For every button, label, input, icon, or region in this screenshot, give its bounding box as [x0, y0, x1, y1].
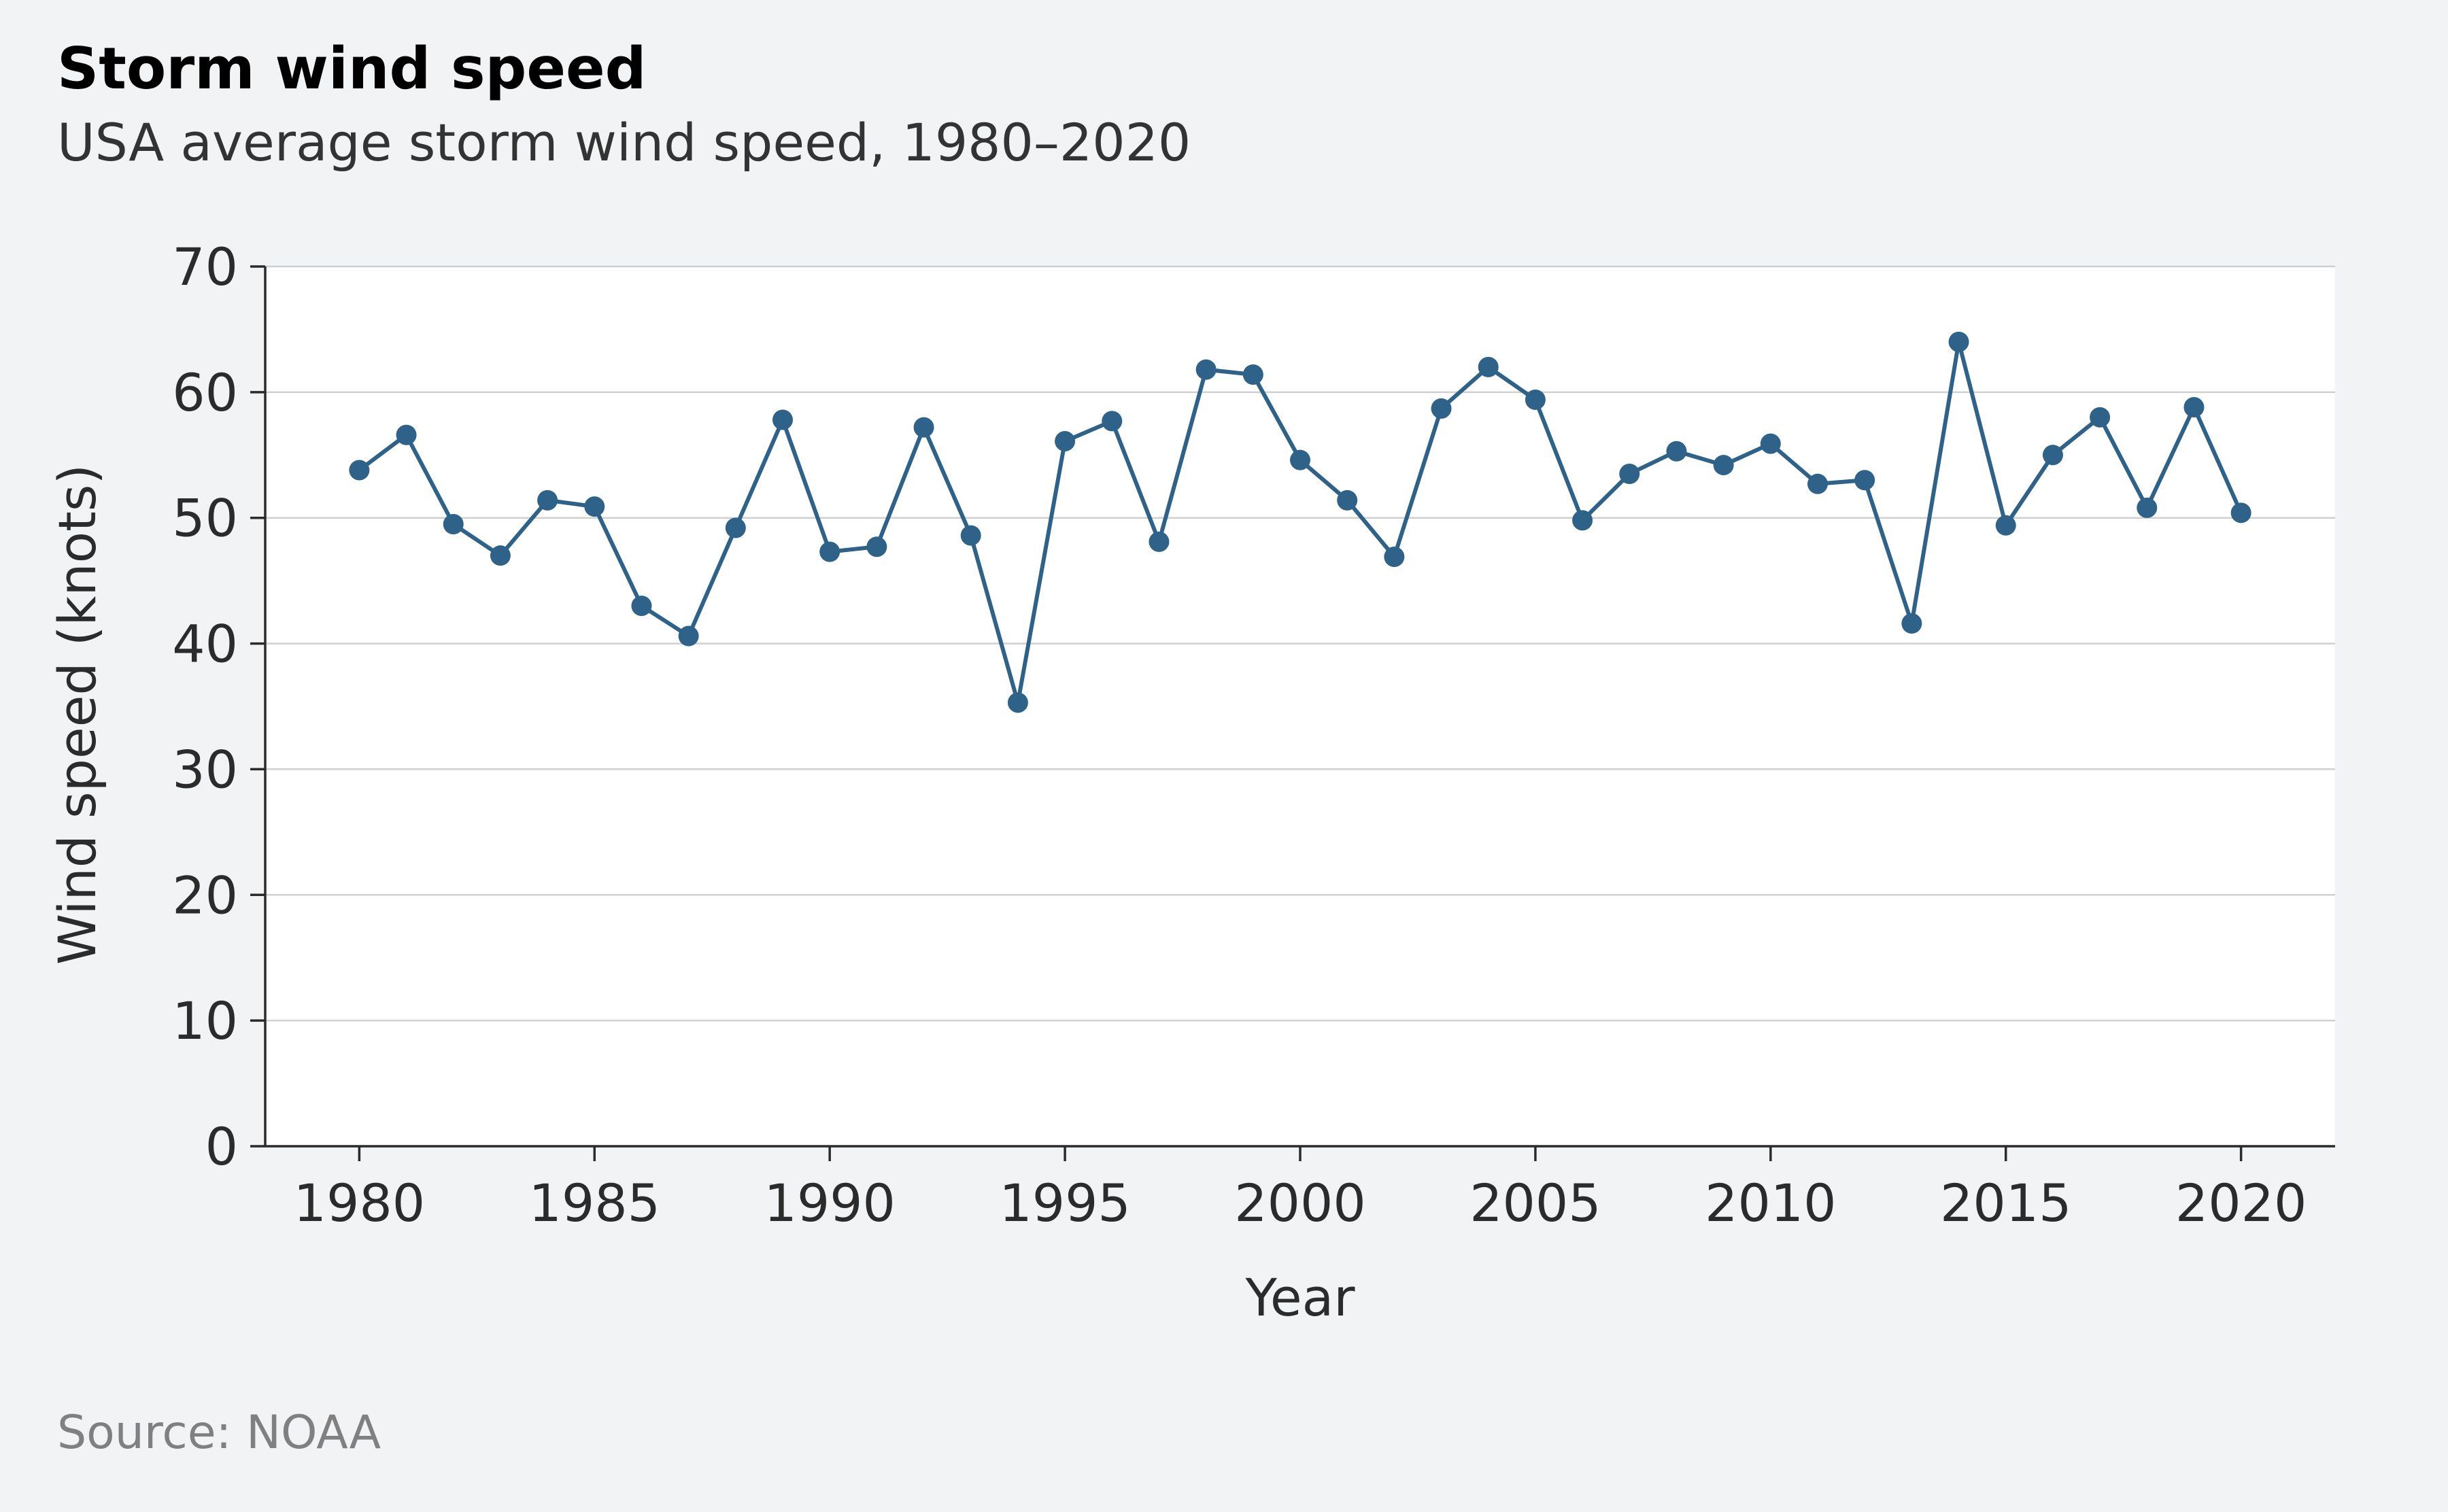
x-axis-label: Year [1245, 1267, 1356, 1328]
data-point-1992 [913, 417, 934, 438]
data-point-2009 [1713, 455, 1734, 476]
data-point-1996 [1102, 411, 1123, 432]
data-point-2020 [2230, 502, 2251, 523]
data-point-1981 [396, 424, 417, 445]
data-points [349, 331, 2251, 713]
data-point-1989 [772, 409, 793, 430]
x-tick-label-2020: 2020 [2175, 1173, 2307, 1233]
data-point-1984 [537, 489, 558, 511]
data-point-1982 [443, 513, 464, 534]
data-point-1990 [819, 541, 840, 562]
y-tick-label-70: 70 [172, 237, 238, 297]
data-point-1995 [1055, 430, 1076, 451]
y-tick-label-30: 30 [172, 739, 238, 800]
data-point-2001 [1337, 489, 1358, 511]
y-tick-label-0: 0 [205, 1116, 238, 1177]
y-tick-label-50: 50 [172, 488, 238, 549]
data-point-2018 [2137, 497, 2158, 518]
data-point-1988 [725, 517, 746, 538]
chart-title: Storm wind speed [57, 35, 647, 103]
data-point-1987 [678, 625, 699, 647]
x-tick-label-1980: 1980 [294, 1173, 425, 1233]
data-point-2007 [1619, 464, 1640, 485]
data-point-2014 [1948, 331, 1969, 352]
data-point-2003 [1431, 398, 1452, 419]
x-tick-label-2015: 2015 [1940, 1173, 2071, 1233]
chart-subtitle: USA average storm wind speed, 1980–2020 [57, 112, 1191, 173]
data-point-2012 [1854, 470, 1875, 491]
data-point-2013 [1901, 613, 1922, 634]
data-point-2011 [1807, 473, 1828, 494]
data-point-2016 [2042, 445, 2063, 466]
y-tick-label-40: 40 [172, 614, 238, 674]
data-point-2006 [1572, 510, 1593, 531]
x-axis-ticks: 1980 1985 1990 1995 2000 2005 2010 2015 2020 [294, 1146, 2307, 1233]
data-point-1997 [1149, 531, 1170, 552]
data-point-2002 [1384, 547, 1405, 568]
x-tick-label-1990: 1990 [764, 1173, 895, 1233]
data-point-2019 [2183, 397, 2205, 418]
y-axis-label: Wind speed (knots) [47, 464, 107, 965]
x-tick-label-1995: 1995 [999, 1173, 1130, 1233]
data-point-2005 [1525, 389, 1546, 410]
data-point-2015 [1995, 515, 2016, 536]
x-tick-label-2005: 2005 [1469, 1173, 1601, 1233]
y-tick-label-20: 20 [172, 865, 238, 925]
y-tick-label-10: 10 [172, 991, 238, 1051]
data-point-1980 [349, 460, 370, 481]
data-point-2008 [1666, 441, 1687, 462]
data-point-1986 [631, 596, 652, 617]
source-note: Source: NOAA [57, 1406, 381, 1460]
grid-lines [265, 265, 2335, 1022]
data-point-1991 [866, 536, 887, 557]
x-tick-label-1985: 1985 [529, 1173, 660, 1233]
x-tick-label-2010: 2010 [1705, 1173, 1836, 1233]
data-point-1985 [584, 496, 605, 517]
data-point-2010 [1760, 433, 1781, 454]
data-point-2004 [1478, 356, 1499, 377]
data-point-1993 [960, 525, 981, 546]
y-axis-ticks: 0 10 20 30 40 50 60 70 [172, 237, 265, 1177]
y-tick-label-60: 60 [172, 362, 238, 423]
data-point-2000 [1290, 449, 1310, 470]
data-point-1999 [1242, 364, 1263, 385]
x-tick-label-2000: 2000 [1234, 1173, 1365, 1233]
plot-area [265, 267, 2335, 1146]
data-point-1998 [1195, 359, 1217, 380]
data-point-2017 [2090, 407, 2111, 428]
data-point-1994 [1007, 692, 1028, 713]
data-point-1983 [490, 545, 511, 566]
